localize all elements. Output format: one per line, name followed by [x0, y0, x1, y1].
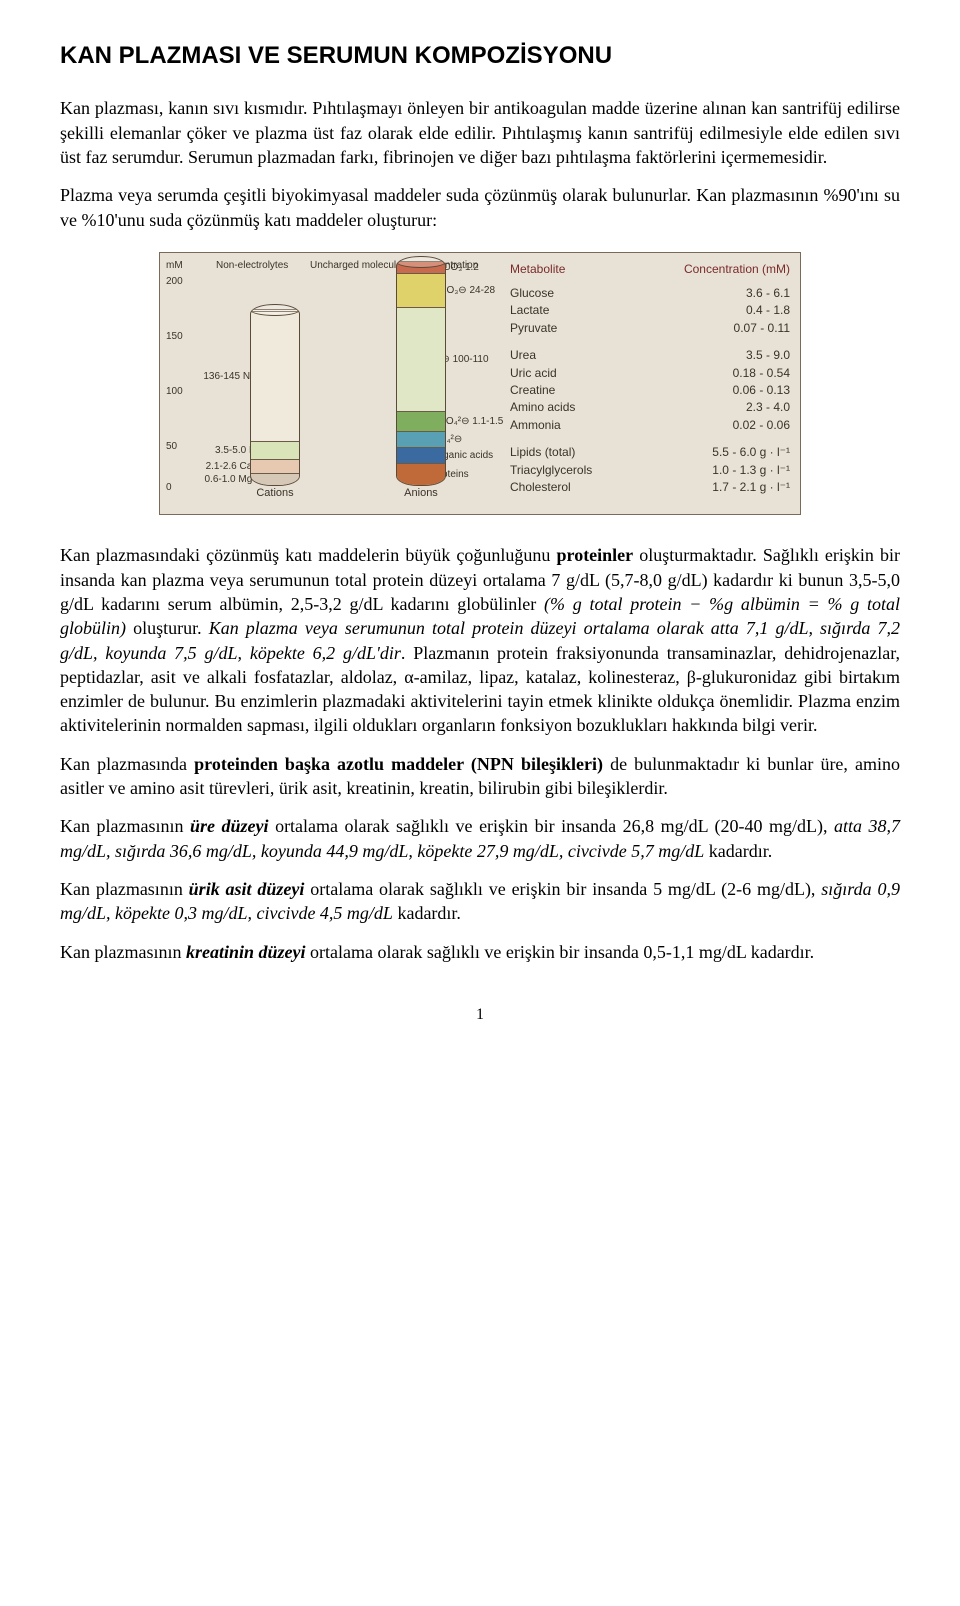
p7b: kreatinin düzeyi: [186, 942, 306, 962]
metabolite-value: 0.18 - 0.54: [733, 365, 790, 382]
metabolite-name: Creatine: [510, 382, 555, 399]
cylinder-cations: 136-145 Na⊕3.5-5.0 K⊕2.1-2.6 Ca²⊕0.6-1.0…: [230, 304, 320, 505]
tick-100: 100: [166, 385, 183, 399]
metabolite-table: Metabolite Concentration (mM) Glucose 3.6…: [510, 261, 790, 496]
metabolite-group: Glucose3.6 - 6.1Lactate0.4 - 1.8Pyruvate…: [510, 285, 790, 337]
p5c: ortalama olarak sağlıklı ve erişkin bir …: [269, 816, 834, 836]
metabolite-name: Amino acids: [510, 399, 575, 416]
metabolite-value: 5.5 - 6.0 g · l⁻¹: [712, 444, 790, 461]
p3a: Kan plazmasındaki çözünmüş katı maddeler…: [60, 545, 557, 565]
y-axis: 200 150 100 50 0: [166, 275, 198, 495]
p6b: ürik asit düzeyi: [189, 879, 305, 899]
p6c: ortalama olarak sağlıklı ve erişkin bir …: [304, 879, 821, 899]
figure-left-panel: mM Non-electrolytes Uncharged molecules …: [160, 253, 500, 513]
metabolite-name: Cholesterol: [510, 479, 571, 496]
paragraph-5: Kan plazmasının üre düzeyi ortalama olar…: [60, 814, 900, 863]
segment: [397, 307, 445, 411]
page-number: 1: [60, 1004, 900, 1026]
p7c: ortalama olarak sağlıklı ve erişkin bir …: [305, 942, 814, 962]
p3e: oluşturur.: [126, 618, 209, 638]
metabolite-value: 1.7 - 2.1 g · l⁻¹: [712, 479, 790, 496]
cylinder-anions: H₂CO₃ 1.2HCO₃⊖ 24-28Cl⊖ 100-110HPO₄²⊖ 1.…: [376, 256, 466, 505]
mt-head-right: Concentration (mM): [684, 261, 790, 277]
p3b: proteinler: [557, 545, 634, 565]
p6a: Kan plazmasının: [60, 879, 189, 899]
metabolite-row: Triacylglycerols 1.0 - 1.3 g · l⁻¹: [510, 462, 790, 479]
metabolite-value: 3.5 - 9.0: [746, 347, 790, 364]
paragraph-4: Kan plazmasında proteinden başka azotlu …: [60, 752, 900, 801]
metabolite-row: Pyruvate 0.07 - 0.11: [510, 320, 790, 337]
metabolite-name: Uric acid: [510, 365, 557, 382]
metabolite-group: Lipids (total)5.5 - 6.0 g · l⁻¹Triacylgl…: [510, 444, 790, 496]
segment: [397, 273, 445, 307]
mt-head-left: Metabolite: [510, 261, 565, 277]
axis-unit: mM: [166, 259, 183, 273]
metabolite-row: Urea 3.5 - 9.0: [510, 347, 790, 364]
cylinder-area: 136-145 Na⊕3.5-5.0 K⊕2.1-2.6 Ca²⊕0.6-1.0…: [202, 277, 494, 505]
metabolite-name: Ammonia: [510, 417, 561, 434]
metabolite-value: 3.6 - 6.1: [746, 285, 790, 302]
cylinder: [396, 256, 446, 486]
metabolite-name: Lactate: [510, 302, 549, 319]
p5e: kadardır.: [704, 841, 772, 861]
tick-150: 150: [166, 330, 183, 344]
figure-right-panel: Metabolite Concentration (mM) Glucose 3.6…: [500, 253, 800, 514]
metabolite-value: 0.4 - 1.8: [746, 302, 790, 319]
cylinder-title: Cations: [256, 486, 293, 501]
tick-0: 0: [166, 481, 172, 495]
metabolite-name: Urea: [510, 347, 536, 364]
metabolite-row: Uric acid 0.18 - 0.54: [510, 365, 790, 382]
metabolite-name: Lipids (total): [510, 444, 575, 461]
metabolite-value: 0.07 - 0.11: [734, 320, 790, 337]
segment: [397, 463, 445, 485]
p4b: proteinden başka azotlu maddeler (NPN bi…: [194, 754, 603, 774]
metabolite-value: 2.3 - 4.0: [746, 399, 790, 416]
p4a: Kan plazmasında: [60, 754, 194, 774]
metabolite-value: 0.02 - 0.06: [733, 417, 790, 434]
paragraph-7: Kan plazmasının kreatinin düzeyi ortalam…: [60, 940, 900, 964]
cylinder: [250, 304, 300, 486]
paragraph-2: Plazma veya serumda çeşitli biyokimyasal…: [60, 183, 900, 232]
metabolite-name: Glucose: [510, 285, 554, 302]
paragraph-3: Kan plazmasındaki çözünmüş katı maddeler…: [60, 543, 900, 737]
metabolite-row: Amino acids 2.3 - 4.0: [510, 399, 790, 416]
metabolite-name: Pyruvate: [510, 320, 557, 337]
segment: [397, 411, 445, 431]
metabolite-row: Cholesterol 1.7 - 2.1 g · l⁻¹: [510, 479, 790, 496]
paragraph-6: Kan plazmasının ürik asit düzeyi ortalam…: [60, 877, 900, 926]
segment: [397, 431, 445, 447]
metabolite-group: Urea3.5 - 9.0Uric acid0.18 - 0.54Creatin…: [510, 347, 790, 434]
metabolite-row: Lactate 0.4 - 1.8: [510, 302, 790, 319]
metabolite-value: 1.0 - 1.3 g · l⁻¹: [712, 462, 790, 479]
p6e: kadardır.: [393, 903, 461, 923]
plasma-composition-figure: mM Non-electrolytes Uncharged molecules …: [159, 252, 801, 515]
cylinder-title: Anions: [404, 486, 438, 501]
segment: [251, 459, 299, 473]
col-head-nonelectrolytes: Non-electrolytes: [216, 259, 288, 273]
paragraph-1: Kan plazması, kanın sıvı kısmıdır. Pıhtı…: [60, 96, 900, 169]
tick-200: 200: [166, 275, 183, 289]
metabolite-name: Triacylglycerols: [510, 462, 592, 479]
metabolite-row: Glucose 3.6 - 6.1: [510, 285, 790, 302]
metabolite-row: Creatine 0.06 - 0.13: [510, 382, 790, 399]
metabolite-value: 0.06 - 0.13: [733, 382, 790, 399]
metabolite-row: Ammonia 0.02 - 0.06: [510, 417, 790, 434]
p7a: Kan plazmasının: [60, 942, 186, 962]
segment: [251, 311, 299, 441]
page-title: KAN PLAZMASI VE SERUMUN KOMPOZİSYONU: [60, 40, 900, 72]
tick-50: 50: [166, 440, 177, 454]
segment: [251, 441, 299, 459]
p5b: üre düzeyi: [190, 816, 269, 836]
metabolite-row: Lipids (total) 5.5 - 6.0 g · l⁻¹: [510, 444, 790, 461]
segment: [251, 473, 299, 485]
p5a: Kan plazmasının: [60, 816, 190, 836]
segment: [397, 447, 445, 463]
